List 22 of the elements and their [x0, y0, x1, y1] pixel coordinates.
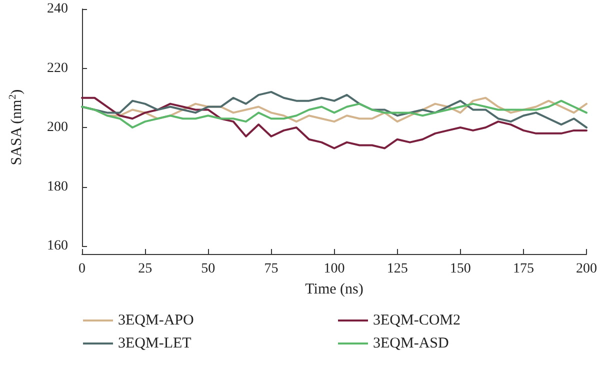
x-axis-title: Time (ns): [305, 282, 364, 298]
x-tick-label: 150: [450, 262, 471, 276]
legend-label: 3EQM-APO: [118, 312, 194, 328]
y-tick-label: 240: [47, 2, 68, 16]
y-tick-label: 180: [47, 179, 68, 194]
x-tick-label: 0: [78, 262, 86, 276]
line-series: [81, 100, 588, 128]
line-series: [81, 96, 588, 150]
x-tick-label: 125: [386, 262, 408, 276]
y-tick-label: 220: [47, 60, 68, 76]
x-tick-label: 175: [512, 262, 534, 276]
x-tick-label: 100: [324, 262, 345, 276]
x-tick-label: 200: [576, 262, 597, 276]
legend-label: 3EQM-COM2: [373, 312, 461, 328]
x-tick-label: 25: [138, 262, 152, 276]
legend-label: 3EQM-ASD: [373, 336, 449, 352]
y-tick-label: 160: [47, 238, 68, 254]
x-tick-label: 75: [264, 262, 278, 276]
y-tick-label: 200: [47, 120, 68, 135]
x-tick-label: 50: [201, 262, 216, 276]
y-axis-title: SASA (nm2): [8, 89, 25, 166]
legend-label: 3EQM-LET: [118, 336, 192, 352]
